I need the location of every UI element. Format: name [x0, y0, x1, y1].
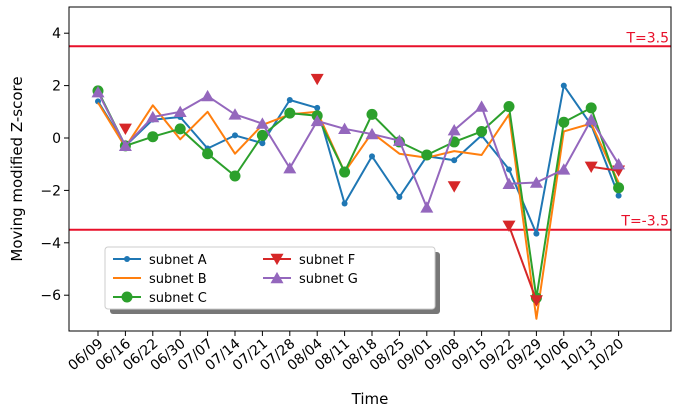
legend-marker [124, 256, 130, 262]
data-point-subnet-c-09-01 [421, 150, 432, 161]
y-tick-label: 4 [52, 26, 61, 42]
data-point-subnet-a-08-25 [396, 194, 402, 200]
legend-marker [122, 292, 133, 303]
y-tick-label: 2 [52, 79, 61, 95]
y-tick-label: −6 [40, 288, 61, 304]
series-line-subnet-g-0 [98, 92, 619, 207]
data-point-subnet-c-07-28 [284, 108, 295, 119]
series-subnet-g [92, 86, 626, 213]
data-point-subnet-g-07-07 [201, 90, 214, 101]
series-subnet-a [95, 83, 622, 237]
data-point-subnet-g-07-28 [283, 162, 296, 173]
data-point-subnet-c-06-22 [147, 131, 158, 142]
legend-label: subnet B [149, 272, 207, 287]
data-point-subnet-c-10-13 [586, 102, 597, 113]
data-point-subnet-f-09-29 [530, 295, 543, 306]
legend-label: subnet C [149, 291, 207, 306]
threshold-label-1: T=3.5 [625, 30, 669, 46]
series-line-subnet-a-0 [98, 86, 619, 234]
data-point-subnet-f-08-04 [311, 74, 324, 85]
data-point-subnet-a-09-22 [506, 166, 512, 172]
data-point-subnet-c-07-07 [202, 148, 213, 159]
legend: subnet A subnet B subnet C subnet F subnet G [105, 247, 440, 314]
data-point-subnet-a-08-04 [314, 105, 320, 111]
data-point-subnet-g-07-14 [229, 108, 242, 119]
threshold-label-2: T=-3.5 [620, 214, 669, 230]
data-point-subnet-a-10-20 [616, 193, 622, 199]
legend-label: subnet F [299, 253, 355, 268]
data-point-subnet-a-09-08 [451, 157, 457, 163]
y-tick-label: −2 [40, 183, 61, 199]
x-axis-label: Time [351, 390, 389, 408]
data-point-subnet-a-10-06 [561, 83, 567, 89]
data-point-subnet-a-08-11 [342, 201, 348, 207]
data-point-subnet-a-07-28 [287, 97, 293, 103]
data-point-subnet-a-09-29 [533, 231, 539, 237]
data-point-subnet-c-10-20 [613, 182, 624, 193]
data-point-subnet-c-08-18 [367, 109, 378, 120]
data-point-subnet-a-07-21 [259, 140, 265, 146]
legend-label: subnet A [149, 253, 207, 268]
data-point-subnet-a-07-14 [232, 132, 238, 138]
data-point-subnet-c-09-15 [476, 126, 487, 137]
y-axis-label: Moving modified Z-score [8, 76, 26, 261]
data-point-subnet-c-10-06 [558, 117, 569, 128]
data-point-subnet-f-09-08 [448, 181, 461, 192]
data-point-subnet-c-08-11 [339, 167, 350, 178]
legend-label: subnet G [299, 272, 358, 287]
data-point-subnet-g-06-30 [174, 106, 187, 117]
data-point-subnet-g-09-01 [420, 201, 433, 212]
data-point-subnet-c-09-22 [504, 101, 515, 112]
data-point-subnet-c-06-30 [175, 123, 186, 134]
y-tick-label: 0 [52, 131, 61, 147]
data-point-subnet-c-07-14 [230, 170, 241, 181]
data-point-subnet-g-09-15 [475, 100, 488, 111]
data-point-subnet-a-08-18 [369, 153, 375, 159]
x-axis: 06/0906/1606/2206/3007/0707/1407/2107/28… [65, 331, 627, 374]
y-tick-label: −4 [40, 236, 61, 252]
data-point-subnet-f-06-16 [119, 124, 132, 135]
y-axis: −6 −4 −2 0 2 4 [40, 26, 69, 304]
data-point-subnet-g-10-20 [612, 158, 625, 169]
